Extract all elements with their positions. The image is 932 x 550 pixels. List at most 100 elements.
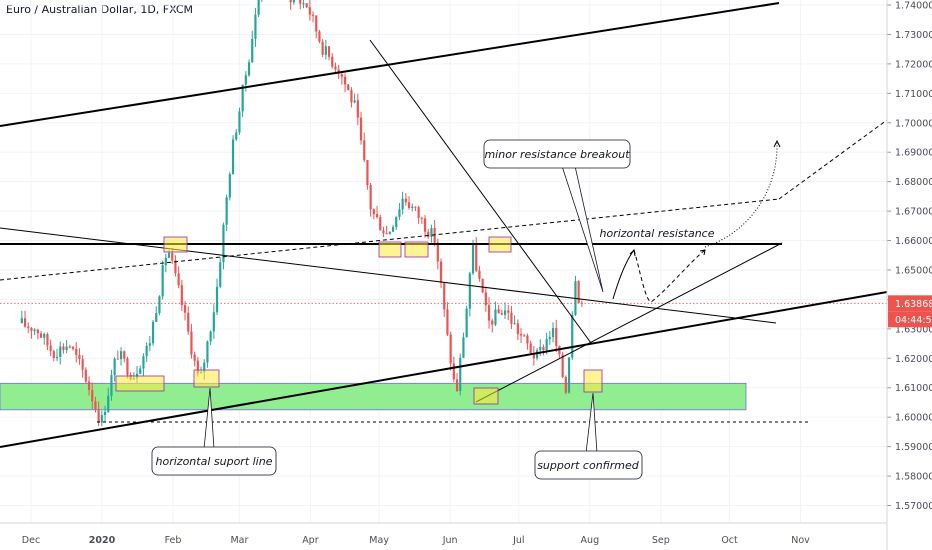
- candle: [478, 265, 481, 282]
- candle: [443, 282, 446, 317]
- candle-body: [225, 197, 228, 225]
- candle-body: [503, 310, 507, 315]
- candle-body: [193, 354, 196, 361]
- candle-body: [183, 305, 187, 313]
- candle: [577, 280, 580, 304]
- candle: [359, 111, 363, 145]
- candle: [151, 320, 155, 346]
- candle-body: [158, 296, 161, 314]
- candle: [411, 203, 414, 212]
- candle: [375, 206, 379, 219]
- candle: [404, 193, 407, 206]
- candle-body: [36, 329, 39, 334]
- candle: [507, 305, 510, 321]
- candle-body: [388, 231, 391, 234]
- candle-body: [379, 217, 382, 231]
- callout-box: [151, 446, 277, 476]
- candle: [315, 15, 318, 39]
- candle-body: [238, 111, 241, 133]
- candle: [247, 59, 251, 77]
- candle: [244, 71, 247, 92]
- candle: [68, 344, 71, 349]
- y-tick-label: 1.57000: [895, 501, 932, 512]
- candle-body: [94, 401, 97, 410]
- candle-body: [497, 309, 500, 314]
- descending-trendline: [0, 227, 777, 324]
- candle-body: [311, 14, 315, 16]
- candle-body: [321, 41, 324, 55]
- candle: [564, 375, 567, 395]
- candle: [180, 279, 183, 312]
- candle: [465, 305, 468, 338]
- candle: [100, 410, 103, 427]
- candle: [155, 306, 158, 323]
- candle: [161, 260, 164, 300]
- candle: [459, 353, 462, 396]
- candle: [39, 330, 43, 339]
- candle: [75, 342, 78, 363]
- candle: [372, 208, 375, 220]
- candle: [494, 301, 497, 327]
- candle-body: [475, 244, 478, 271]
- candle-body: [318, 31, 321, 42]
- highlight-box-jun-low: [473, 387, 499, 405]
- candle: [369, 182, 372, 217]
- candle: [212, 304, 215, 339]
- callout-pointer: [561, 165, 604, 293]
- candle-body: [215, 286, 219, 313]
- candle-body: [59, 346, 62, 357]
- candle-body: [439, 261, 443, 283]
- candle: [420, 216, 423, 224]
- last-price-badge-text: 1.63868: [895, 299, 932, 310]
- candle-body: [375, 214, 379, 218]
- candle-body: [542, 346, 545, 351]
- candle: [158, 295, 161, 316]
- y-tick-label: 1.68000: [895, 177, 932, 188]
- candle-body: [484, 292, 487, 306]
- candle-body: [305, 3, 308, 8]
- candle-body: [491, 320, 494, 325]
- candle: [49, 339, 52, 357]
- candle-body: [100, 415, 103, 423]
- candle-body: [81, 359, 84, 370]
- candle-body: [478, 270, 481, 279]
- candle: [401, 191, 404, 215]
- candle-body: [107, 395, 110, 412]
- candle-body: [452, 363, 455, 380]
- candle-body: [558, 345, 561, 355]
- candle-body: [145, 345, 148, 357]
- projection-path-dotted: [704, 142, 778, 248]
- y-tick-label: 1.63000: [895, 324, 932, 335]
- candle: [238, 107, 241, 135]
- candle-body: [468, 273, 471, 309]
- candle: [350, 86, 353, 108]
- candle-body: [46, 334, 49, 346]
- candle-body: [78, 354, 81, 360]
- candle-body: [139, 368, 142, 374]
- candle-body: [385, 233, 388, 235]
- x-tick-label: 2020: [89, 535, 116, 546]
- candle: [334, 62, 337, 74]
- candle-body: [423, 218, 427, 232]
- y-tick-label: 1.72000: [895, 59, 932, 70]
- candle: [36, 328, 39, 340]
- y-tick-label: 1.69000: [895, 148, 932, 159]
- candle: [206, 340, 209, 368]
- candle: [439, 258, 443, 289]
- candle: [308, 0, 311, 21]
- candle-body: [219, 262, 222, 287]
- candle: [251, 30, 254, 63]
- y-tick-label: 1.61000: [895, 383, 932, 394]
- candle: [241, 84, 244, 118]
- candle: [81, 354, 84, 378]
- candle: [523, 333, 526, 337]
- candle: [123, 350, 126, 363]
- candle-body: [228, 174, 231, 198]
- candle: [215, 278, 219, 316]
- candle-body: [571, 314, 574, 358]
- callout-box: [534, 450, 643, 480]
- candle-body: [471, 244, 475, 274]
- candle: [187, 306, 190, 335]
- candle-body: [411, 206, 414, 208]
